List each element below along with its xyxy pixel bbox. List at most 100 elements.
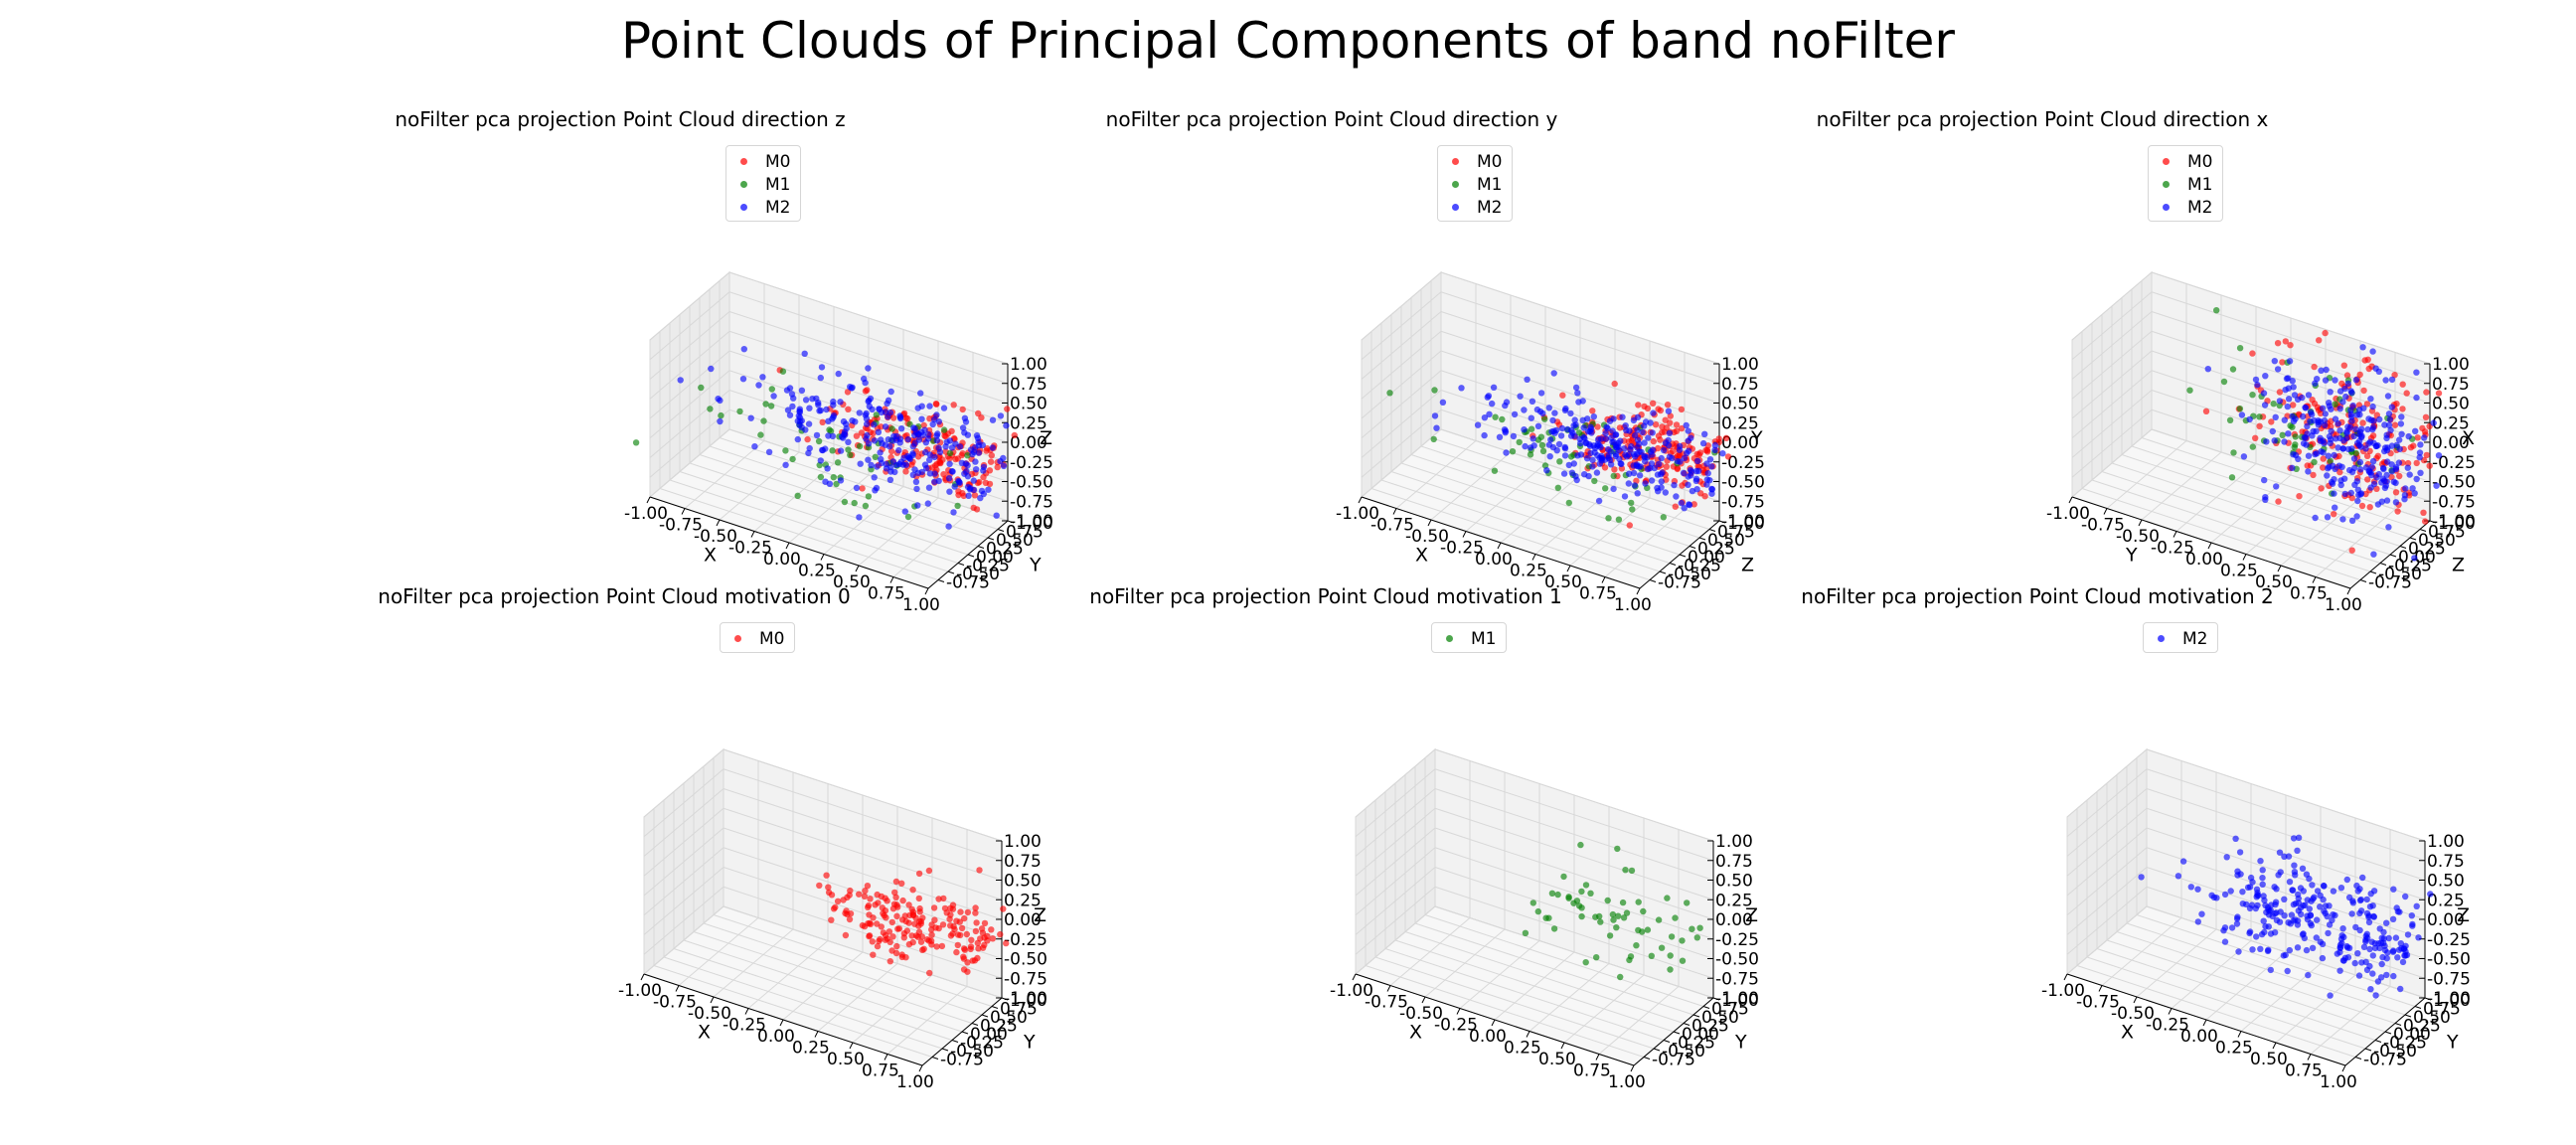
y-tick <box>1659 571 1667 574</box>
scatter-point <box>1639 928 1646 935</box>
scatter-point <box>2334 950 2340 957</box>
scatter-point <box>1511 410 1519 418</box>
x-tick-label: 1.00 <box>1614 595 1652 615</box>
scatter-point <box>1678 499 1685 507</box>
scatter-point <box>1587 449 1594 457</box>
scatter-point <box>2388 404 2395 410</box>
scatter-point <box>2194 886 2201 893</box>
scatter-point <box>2220 927 2227 934</box>
legend-marker <box>740 158 747 165</box>
grid-line <box>1424 914 1704 1007</box>
grid-line <box>703 922 983 1016</box>
scatter-point <box>1687 466 1694 474</box>
scatter-point <box>933 432 940 439</box>
z-tick-label: -0.75 <box>1715 969 1759 989</box>
scatter-point <box>2331 490 2337 497</box>
scatter-point <box>2414 434 2421 441</box>
scatter-point <box>2294 847 2301 854</box>
scatter-point <box>2267 966 2274 974</box>
scatter-point <box>837 477 845 484</box>
scatter-point <box>2384 393 2392 400</box>
scatter-point <box>921 461 929 468</box>
scatter-point <box>2358 959 2365 966</box>
scatter-point <box>1486 410 1493 417</box>
x-axis-label: X <box>1415 544 1428 566</box>
scatter-point <box>977 935 984 942</box>
scatter-point <box>2348 910 2355 917</box>
scatter-point <box>2304 462 2311 469</box>
x-tick-label: 0.25 <box>2215 1039 2253 1059</box>
scatter-point <box>909 887 916 894</box>
scatter-point <box>2338 380 2345 388</box>
scatter-point <box>2408 912 2415 919</box>
scatter-point <box>2336 406 2343 412</box>
scatter-point <box>1686 501 1692 508</box>
scatter-point <box>2232 835 2239 842</box>
y-tick-label: -0.50 <box>2378 565 2422 584</box>
scatter-point <box>2357 443 2364 450</box>
scatter-point <box>904 435 911 443</box>
legend-marker <box>740 204 747 211</box>
x-tick-label: -0.25 <box>2146 1016 2189 1036</box>
y-tick-label: 0.00 <box>2393 1025 2431 1045</box>
grid-line <box>1440 271 1720 365</box>
scatter-point <box>882 931 889 939</box>
y-tick <box>1712 997 1720 1001</box>
z-axis-label: Z <box>1034 904 1046 926</box>
grid-line <box>1355 768 1436 838</box>
scatter-point <box>988 452 995 459</box>
scatter-point <box>2330 888 2337 895</box>
y-tick-label: -0.25 <box>2383 1034 2427 1054</box>
scatter-point <box>1439 399 1447 406</box>
scatter-point <box>817 407 824 414</box>
y-tick-label: 1.00 <box>1016 514 1053 534</box>
scatter-point <box>2384 949 2391 956</box>
y-tick-label: 1.00 <box>2438 514 2476 534</box>
scatter-point <box>2336 427 2343 434</box>
scatter-point <box>2430 419 2437 426</box>
z-axis-label: Z <box>1040 427 1052 449</box>
scatter-point <box>2319 954 2327 962</box>
scatter-point <box>1632 453 1639 460</box>
grid-line <box>728 271 1009 365</box>
scatter-point <box>935 444 942 451</box>
scatter-point <box>887 463 894 471</box>
scatter-point <box>1572 384 1580 392</box>
scatter-point <box>871 437 879 444</box>
scatter-point <box>1601 464 1609 471</box>
y-tick <box>2384 1031 2392 1035</box>
scatter-point <box>847 451 854 458</box>
scatter-point <box>2359 419 2366 426</box>
plot-3d-svg: -1.00-0.75-0.50-0.250.000.250.500.751.00… <box>2046 270 2476 615</box>
scatter-point <box>930 904 938 911</box>
plot-3d-svg: -1.00-0.75-0.50-0.250.000.250.500.751.00… <box>618 747 1047 1092</box>
scatter-point <box>798 387 806 394</box>
scatter-point <box>2380 939 2387 946</box>
scatter-point <box>2289 464 2296 471</box>
scatter-point <box>1586 442 1594 449</box>
scatter-point <box>2309 432 2316 439</box>
scatter-point <box>2422 413 2430 420</box>
scatter-point <box>2261 928 2268 936</box>
scatter-point <box>892 894 899 900</box>
scatter-point <box>862 502 870 510</box>
grid-line <box>723 768 1003 862</box>
scatter-point <box>863 435 870 442</box>
scatter-point <box>677 377 684 384</box>
scatter-point <box>2367 396 2374 403</box>
scatter-point <box>2247 874 2255 882</box>
scatter-point <box>904 414 911 422</box>
grid-line <box>713 914 993 1007</box>
scatter-point <box>1651 464 1658 472</box>
scatter-point <box>2244 884 2252 892</box>
scatter-point <box>1618 460 1625 468</box>
scatter-point <box>830 905 838 912</box>
scatter-point <box>2311 400 2319 408</box>
scatter-point <box>1619 413 1626 420</box>
scatter-point <box>946 449 954 457</box>
scatter-point <box>2343 372 2351 379</box>
scatter-point <box>1724 453 1732 460</box>
scatter-point <box>2396 445 2403 452</box>
scatter-point <box>1578 904 1585 911</box>
z-tick-label: 0.00 <box>1721 433 1759 453</box>
